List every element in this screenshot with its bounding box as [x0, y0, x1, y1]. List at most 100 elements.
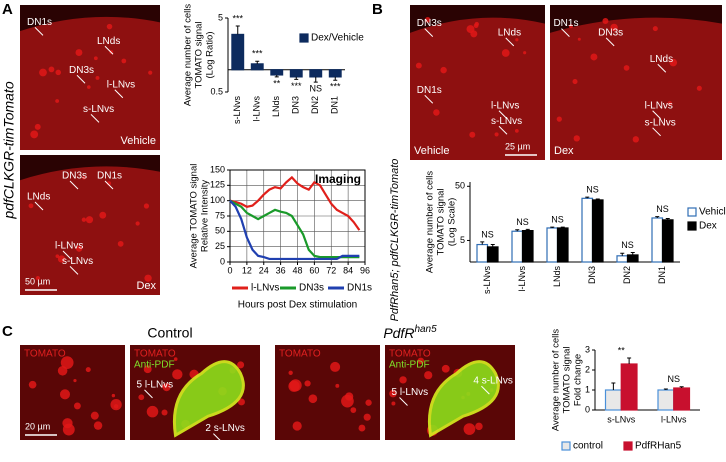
cell-blob	[556, 116, 562, 122]
cell-blob	[417, 357, 425, 365]
cell-blob	[523, 51, 527, 55]
cell-blob	[57, 255, 66, 263]
x-tick-label: s-LNvs	[607, 414, 636, 424]
x-tick-label: DN1	[330, 96, 340, 114]
image-caption: Vehicle	[121, 135, 156, 147]
micrograph	[20, 5, 160, 150]
x-tick-label: 84	[343, 265, 353, 275]
micrograph	[550, 5, 722, 160]
cell-blob	[473, 23, 479, 29]
cell-blob	[335, 383, 340, 388]
cell-blob	[440, 66, 447, 74]
cell-blob	[93, 421, 103, 430]
tissue-edge	[20, 155, 160, 181]
cell-label: s-LNvs	[62, 256, 93, 267]
y-tick-label: 100	[210, 195, 225, 205]
channel-label: TOMATO	[24, 349, 66, 360]
panel-letter: C	[2, 323, 13, 340]
cell-label: DN3s	[417, 18, 442, 29]
legend-label: DN1s	[347, 283, 372, 294]
error-bar	[611, 382, 616, 390]
cell-blob	[350, 407, 357, 413]
y-tick-label: 75	[215, 210, 225, 220]
channel-label: Anti-PDF	[134, 360, 175, 371]
cell-blob	[82, 176, 86, 180]
bar	[521, 229, 534, 263]
cell-blob	[55, 69, 62, 76]
cell-blob	[470, 30, 478, 38]
legend-label: Dex	[699, 221, 717, 232]
cell-label: l-LNvs	[645, 100, 673, 111]
cell-blob	[358, 424, 366, 432]
cell-blob	[475, 422, 483, 431]
arrow	[399, 397, 408, 406]
x-tick-label: 60	[309, 265, 319, 275]
cell-blob	[501, 49, 510, 57]
arrow	[114, 89, 124, 99]
arrow	[90, 114, 100, 123]
cell-blob	[289, 379, 302, 392]
y-tick-label: 2	[585, 364, 590, 374]
error-bar	[255, 60, 260, 64]
cell-blob	[85, 367, 91, 373]
x-tick-label: DN3	[291, 96, 301, 114]
arrow	[657, 63, 667, 73]
bar	[591, 199, 604, 263]
legend-label: l-LNvs	[251, 283, 279, 294]
heading-superscript: han5	[414, 324, 437, 335]
bar	[309, 69, 323, 78]
cell-blob	[75, 49, 83, 57]
cell-blob	[111, 393, 116, 398]
y-axis-label: Average number of cells	[183, 4, 194, 107]
bar	[581, 197, 594, 263]
cell-blob	[494, 132, 499, 137]
tissue-edge	[20, 5, 160, 32]
bar	[231, 33, 245, 71]
error-bar	[235, 25, 240, 35]
cell-blob	[304, 380, 311, 387]
y-axis-label: Average number of cells	[425, 171, 436, 274]
cell-label: DN3s	[62, 171, 87, 182]
cell-blob	[573, 135, 580, 142]
cell-blob	[81, 217, 87, 222]
cell-blob	[138, 394, 145, 401]
legend-swatch	[623, 441, 633, 451]
y-axis-label: TOMATO signal	[562, 346, 573, 413]
legend-label: PdfRHan5	[635, 441, 682, 452]
error-bar	[595, 198, 600, 200]
legend-swatch	[299, 33, 309, 43]
y-axis-label: Average TOMATO signal	[189, 164, 200, 269]
cell-blob	[399, 376, 407, 384]
scale-bar-label: 50 µm	[25, 276, 50, 286]
significance-label: NS	[309, 83, 322, 93]
y-tick-label: 50	[455, 181, 465, 191]
channel-label: Anti-PDF	[389, 360, 430, 371]
image-caption: Vehicle	[414, 145, 449, 157]
cell-blob	[391, 401, 396, 406]
bar	[651, 217, 664, 263]
cell-blob	[363, 413, 371, 421]
error-bar	[294, 76, 299, 80]
bar	[270, 69, 284, 76]
error-bar	[313, 76, 318, 83]
series-line	[229, 199, 360, 259]
cell-blob	[288, 370, 293, 375]
cell-blob	[161, 409, 168, 416]
tissue-edge	[550, 5, 722, 33]
y-tick-label: 25	[215, 241, 225, 251]
arrow	[498, 125, 508, 135]
scale-bar-label: 20 µm	[25, 421, 50, 431]
channel-label: TOMATO	[134, 349, 176, 360]
error-bar	[655, 216, 660, 218]
y-tick-label: 5	[218, 12, 223, 22]
cell-label: 5 l-LNvs	[392, 387, 429, 398]
micrograph	[410, 5, 545, 160]
significance-label: NS	[667, 374, 680, 384]
bar	[626, 254, 639, 263]
cell-blob	[433, 109, 440, 116]
cell-blob	[572, 78, 578, 85]
cell-blob	[60, 356, 74, 370]
cell-blob	[515, 38, 519, 42]
pdf-stain	[173, 360, 245, 438]
